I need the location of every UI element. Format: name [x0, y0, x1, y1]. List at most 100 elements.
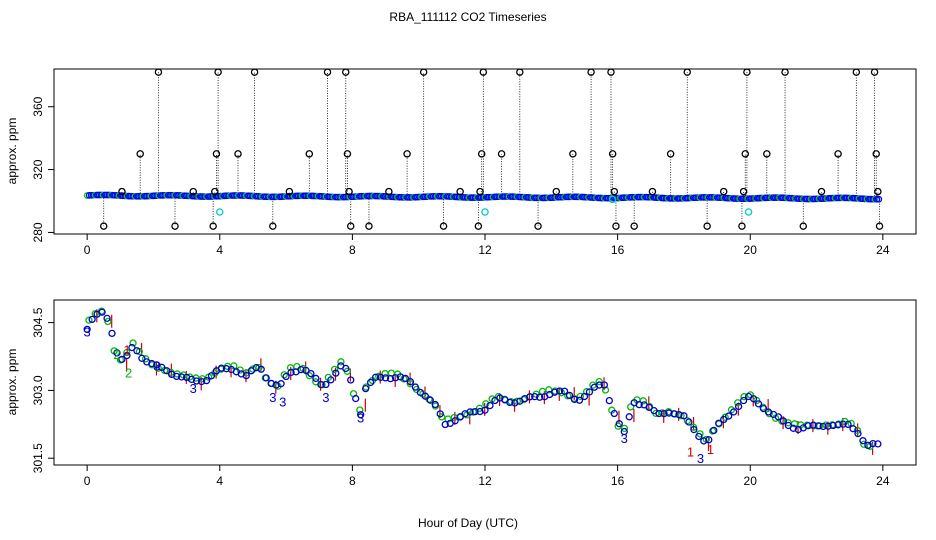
bottom-series-2-point	[337, 358, 345, 366]
top-spike-point	[875, 222, 884, 230]
bottom-outlier-marker: 3	[279, 395, 286, 410]
bottom-series-3-point	[476, 407, 484, 416]
bottom-series-3-point	[730, 408, 738, 416]
bottom-series-3-point	[725, 412, 733, 420]
bottom-outlier-marker: 1	[707, 442, 714, 457]
top-x-tick-label: 0	[84, 243, 91, 257]
top-spike-point	[477, 150, 486, 158]
top-spike-point	[872, 150, 880, 158]
bottom-series-3-point	[217, 364, 226, 372]
bottom-series-3-point	[436, 410, 444, 418]
top-spike-point	[612, 222, 620, 230]
bottom-outlier-marker: 3	[357, 411, 364, 426]
top-x-tick-label: 4	[216, 243, 223, 257]
bottom-series-3-point	[98, 308, 106, 316]
top-spike-point	[738, 222, 746, 230]
bottom-series-3-point	[620, 427, 628, 436]
bottom-series-2-point	[123, 348, 131, 357]
bottom-series-3-point	[804, 422, 812, 430]
top-panel: approx. ppm 0 4 8 12 16 20 24 280 320 360	[5, 68, 917, 257]
bottom-series-2-point	[519, 395, 528, 404]
bottom-series-3-point	[695, 432, 703, 441]
top-spike-point	[799, 222, 808, 230]
top-spike-point	[474, 222, 483, 230]
bottom-series-3-point	[565, 391, 574, 400]
bottom-series-3-point	[366, 378, 375, 387]
bottom-series-3-point	[531, 393, 539, 401]
bottom-series-3-point	[605, 396, 613, 405]
top-spike-point	[250, 68, 259, 76]
bottom-series-2-point	[129, 339, 137, 347]
top-spike-point	[817, 187, 826, 196]
bottom-series-3-point	[406, 378, 415, 386]
top-spike-point	[479, 68, 488, 76]
bottom-x-tick-label: 16	[611, 474, 625, 488]
bottom-series-3-point	[277, 380, 285, 388]
top-y-tick-label: 360	[31, 96, 45, 116]
top-spike-point	[741, 150, 750, 158]
bottom-series-3-point	[754, 400, 763, 408]
bottom-series-3-point	[272, 381, 280, 389]
bottom-outlier-marker: 3	[322, 390, 329, 405]
top-spike-point	[305, 150, 314, 158]
top-spike-point	[552, 187, 561, 196]
top-spike-point	[739, 187, 748, 196]
bottom-x-tick-label: 24	[876, 474, 890, 488]
top-spike-point	[118, 187, 126, 196]
bottom-outlier-marker: 1	[687, 444, 694, 459]
top-y-tick-label: 280	[31, 222, 45, 242]
top-spike-point	[209, 222, 217, 230]
top-spike-point	[666, 150, 675, 158]
bottom-series-3-point	[207, 372, 216, 380]
top-y-axis-label: approx. ppm	[5, 118, 19, 185]
bottom-series-3-point	[675, 410, 683, 419]
bottom-series-2-point	[683, 417, 692, 425]
top-spike-point	[419, 68, 428, 76]
top-spike-point	[534, 222, 542, 230]
bottom-series-2-point	[280, 371, 288, 379]
bottom-series-2-point	[154, 364, 162, 372]
bottom-series-3-point	[401, 374, 410, 383]
bottom-outlier-marker: 2	[125, 365, 132, 380]
bottom-series-3-point	[83, 325, 91, 334]
top-spike-point	[211, 187, 219, 196]
bottom-series-2-point	[740, 393, 748, 401]
bottom-series-3-point	[352, 394, 360, 403]
top-spike-point	[385, 187, 393, 196]
x-axis-label: Hour of Day (UTC)	[418, 516, 518, 530]
top-spike-point	[781, 68, 789, 76]
top-spike-point	[189, 187, 197, 196]
bottom-series-3-point	[431, 400, 439, 409]
bottom-series-3-point	[128, 343, 136, 352]
bottom-series-3-point	[163, 367, 171, 375]
top-spike-point	[497, 150, 506, 158]
top-spike-point	[719, 187, 728, 196]
top-spike-point	[569, 150, 577, 158]
bottom-series-3-point	[690, 425, 698, 434]
bottom-series-3-point	[381, 374, 390, 382]
bottom-series-3-point	[347, 376, 355, 384]
bottom-series-3-point	[466, 408, 474, 416]
bottom-series-3-point	[536, 393, 544, 401]
top-cyan-point	[216, 208, 224, 216]
bottom-series-3-point	[526, 393, 534, 401]
bottom-series-3-point	[560, 387, 569, 395]
bottom-series-3-point	[655, 409, 663, 418]
bottom-outlier-marker: 3	[269, 390, 276, 405]
bottom-series-3-point	[257, 365, 265, 373]
top-spike-point	[852, 68, 861, 76]
bottom-y-tick-label: 303.0	[31, 375, 45, 405]
bottom-series-3-point	[749, 395, 758, 403]
bottom-series-2-point	[236, 366, 244, 374]
bottom-x-tick-label: 12	[478, 474, 492, 488]
bottom-series-3-point	[361, 384, 370, 393]
bottom-series-3-point	[312, 374, 320, 383]
top-spike-point	[610, 187, 619, 196]
top-spike-point	[214, 68, 222, 76]
top-spike-point	[342, 68, 350, 76]
top-y-tick-label: 320	[31, 159, 45, 179]
bottom-series-3-point	[192, 377, 201, 385]
bottom-series-3-point	[595, 381, 604, 389]
top-spike-point	[743, 68, 751, 76]
